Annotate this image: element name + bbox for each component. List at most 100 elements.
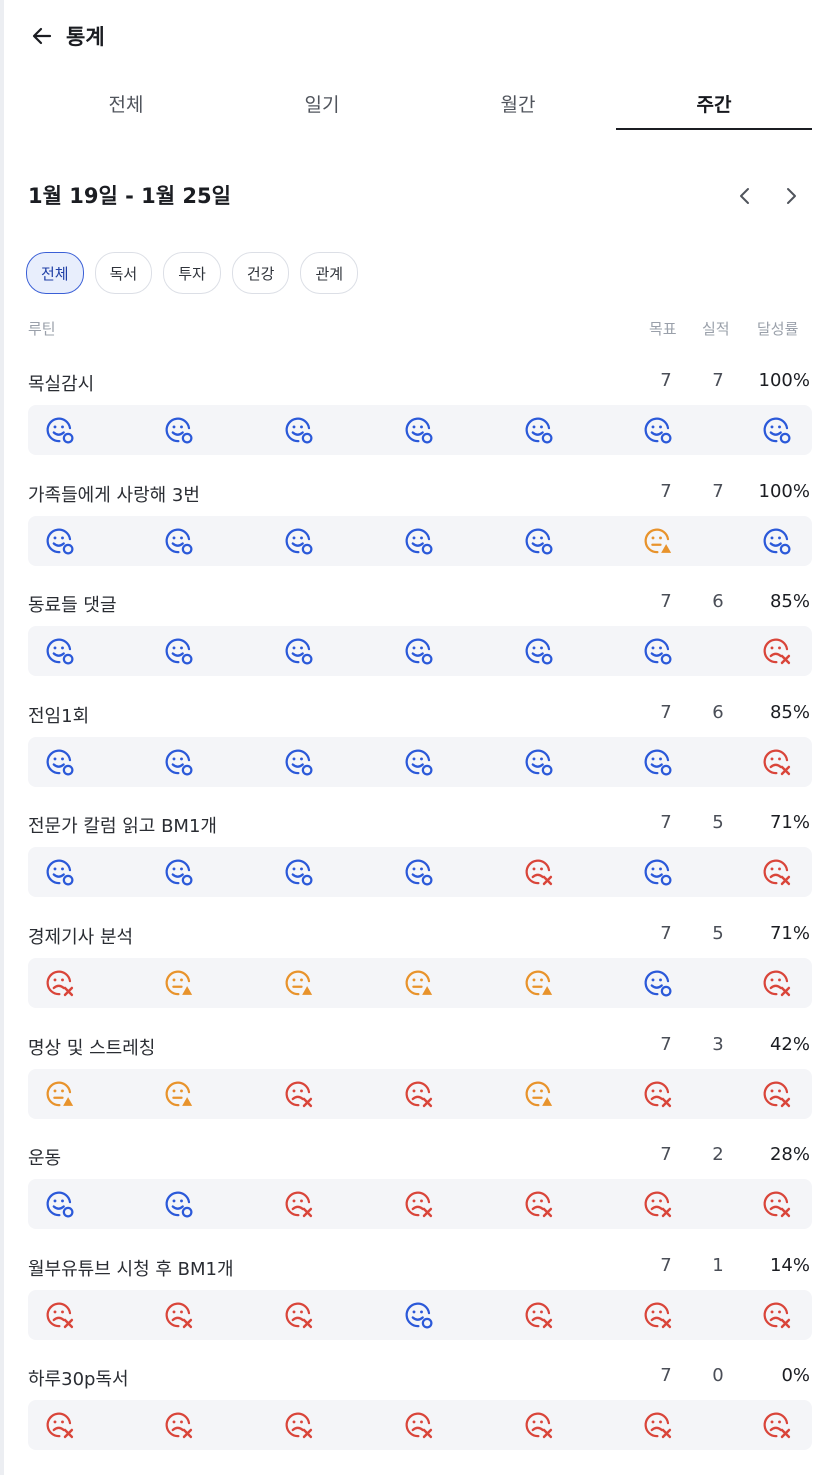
sad-x-icon <box>763 638 791 665</box>
day-status-missed[interactable] <box>283 1409 315 1441</box>
day-status-missed[interactable] <box>761 746 793 778</box>
day-status-done[interactable] <box>44 746 76 778</box>
day-status-missed[interactable] <box>523 856 555 888</box>
routine-actual: 0 <box>712 1365 724 1387</box>
day-status-done[interactable] <box>761 525 793 557</box>
day-status-done[interactable] <box>283 525 315 557</box>
day-status-done[interactable] <box>283 635 315 667</box>
sad-x-icon <box>644 1302 672 1328</box>
day-status-missed[interactable] <box>761 1299 793 1331</box>
day-status-done[interactable] <box>44 1188 76 1220</box>
routine-day-strip <box>28 1179 812 1230</box>
day-status-missed[interactable] <box>44 967 76 999</box>
day-status-done[interactable] <box>163 525 195 557</box>
day-status-done[interactable] <box>44 856 76 888</box>
day-status-partial[interactable] <box>523 1078 555 1110</box>
smile-check-icon <box>644 749 672 776</box>
week-range-label: 1월 19일 - 1월 25일 <box>28 184 231 208</box>
smile-check-icon <box>525 528 553 555</box>
filter-chip-investment[interactable]: 투자 <box>163 252 221 294</box>
day-status-done[interactable] <box>283 856 315 888</box>
day-status-missed[interactable] <box>403 1409 435 1441</box>
day-status-missed[interactable] <box>523 1188 555 1220</box>
day-status-partial[interactable] <box>642 525 674 557</box>
routine-name: 동료들 댓글 <box>28 595 117 617</box>
day-status-done[interactable] <box>403 746 435 778</box>
day-status-done[interactable] <box>403 525 435 557</box>
filter-chip-reading[interactable]: 독서 <box>94 252 153 294</box>
tab-all[interactable]: 전체 <box>108 94 144 116</box>
day-status-missed[interactable] <box>761 856 793 888</box>
day-status-done[interactable] <box>642 746 674 778</box>
sad-x-icon <box>46 1302 74 1328</box>
day-status-missed[interactable] <box>283 1078 315 1110</box>
filter-chip-all[interactable]: 전체 <box>26 252 84 294</box>
prev-week-button[interactable] <box>731 180 759 212</box>
day-status-missed[interactable] <box>761 967 793 999</box>
day-status-missed[interactable] <box>642 1078 674 1110</box>
back-button[interactable] <box>28 22 56 50</box>
day-status-done[interactable] <box>761 414 793 446</box>
routine-name: 전문가 칼럼 읽고 BM1개 <box>28 816 217 838</box>
day-status-missed[interactable] <box>523 1299 555 1331</box>
filter-chip-relationship[interactable]: 관계 <box>300 252 359 294</box>
day-status-missed[interactable] <box>283 1188 315 1220</box>
category-filter-chips: 전체 독서 투자 건강 관계 <box>26 252 359 294</box>
day-status-done[interactable] <box>44 525 76 557</box>
routine-rate: 42% <box>769 1033 810 1055</box>
sad-x-icon <box>644 1191 672 1218</box>
day-status-missed[interactable] <box>642 1299 674 1331</box>
day-status-done[interactable] <box>283 414 315 446</box>
tab-diary[interactable]: 일기 <box>304 94 340 116</box>
day-status-done[interactable] <box>403 1299 435 1331</box>
day-status-done[interactable] <box>163 1188 195 1220</box>
day-status-partial[interactable] <box>403 967 435 999</box>
day-status-missed[interactable] <box>403 1188 435 1220</box>
day-status-done[interactable] <box>403 414 435 446</box>
day-status-done[interactable] <box>523 635 555 667</box>
day-status-missed[interactable] <box>403 1078 435 1110</box>
day-status-done[interactable] <box>283 746 315 778</box>
day-status-done[interactable] <box>403 856 435 888</box>
tab-weekly[interactable]: 주간 <box>616 78 812 130</box>
day-status-missed[interactable] <box>761 635 793 667</box>
tab-monthly[interactable]: 월간 <box>500 94 536 116</box>
day-status-missed[interactable] <box>642 1188 674 1220</box>
day-status-done[interactable] <box>163 746 195 778</box>
routine-day-strip <box>28 736 812 787</box>
day-status-done[interactable] <box>44 635 76 667</box>
day-status-done[interactable] <box>523 746 555 778</box>
sad-x-icon <box>525 859 553 886</box>
smile-check-icon <box>763 528 791 555</box>
day-status-done[interactable] <box>523 414 555 446</box>
day-status-done[interactable] <box>403 635 435 667</box>
day-status-partial[interactable] <box>163 967 195 999</box>
day-status-done[interactable] <box>642 967 674 999</box>
next-week-button[interactable] <box>777 180 805 212</box>
day-status-missed[interactable] <box>44 1409 76 1441</box>
day-status-missed[interactable] <box>163 1299 195 1331</box>
day-status-missed[interactable] <box>642 1409 674 1441</box>
day-status-done[interactable] <box>642 856 674 888</box>
routine-goal: 7 <box>660 923 672 944</box>
day-status-missed[interactable] <box>163 1409 195 1441</box>
day-status-missed[interactable] <box>283 1299 315 1331</box>
day-status-done[interactable] <box>163 414 195 446</box>
filter-chip-health[interactable]: 건강 <box>231 252 290 294</box>
day-status-done[interactable] <box>163 635 195 667</box>
day-status-partial[interactable] <box>523 967 555 999</box>
day-status-done[interactable] <box>163 856 195 888</box>
day-status-done[interactable] <box>44 414 76 446</box>
day-status-missed[interactable] <box>523 1409 555 1441</box>
day-status-partial[interactable] <box>44 1078 76 1110</box>
routine-goal: 7 <box>660 1033 672 1055</box>
day-status-done[interactable] <box>642 414 674 446</box>
day-status-missed[interactable] <box>761 1188 793 1220</box>
day-status-done[interactable] <box>523 525 555 557</box>
day-status-partial[interactable] <box>163 1078 195 1110</box>
day-status-missed[interactable] <box>761 1078 793 1110</box>
day-status-missed[interactable] <box>44 1299 76 1331</box>
day-status-done[interactable] <box>642 635 674 667</box>
day-status-partial[interactable] <box>283 967 315 999</box>
day-status-missed[interactable] <box>761 1409 793 1441</box>
